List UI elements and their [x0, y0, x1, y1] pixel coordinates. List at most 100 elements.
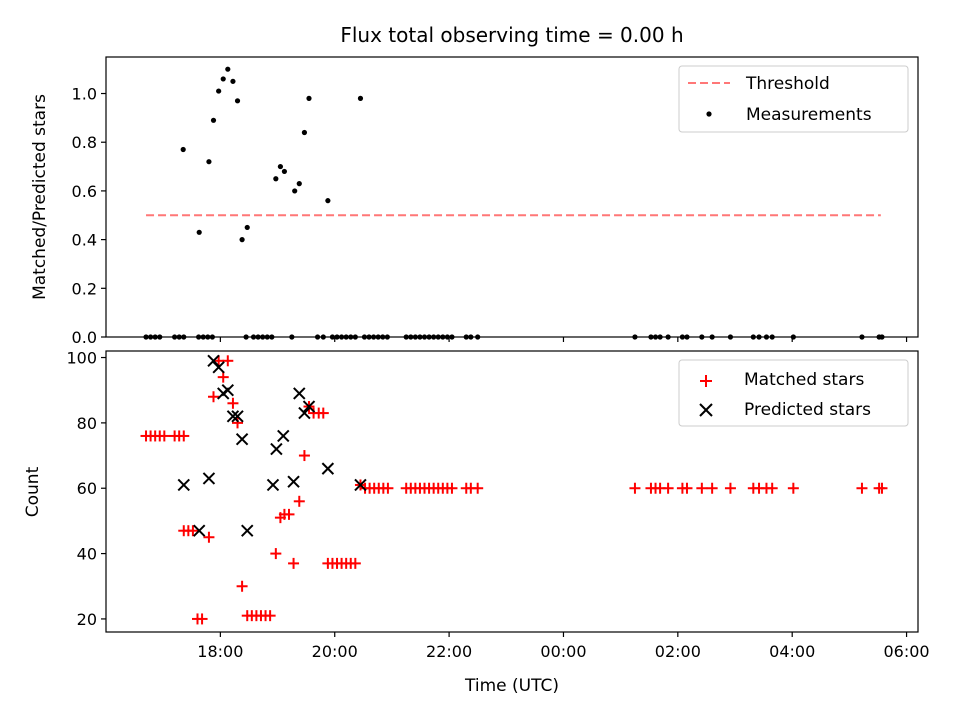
measurement-point — [306, 95, 312, 101]
matched-star-point — [222, 355, 234, 367]
measurement-point — [281, 168, 288, 175]
matched-star-point — [317, 407, 329, 419]
measurement-point — [216, 88, 222, 94]
top-legend-box — [678, 65, 909, 133]
top-y-tick-label: 0.4 — [72, 231, 97, 250]
measurement-point — [277, 163, 284, 170]
bottom-x-tick-label: 06:00 — [884, 642, 930, 661]
matched-star-point — [217, 371, 229, 383]
matched-star-point — [876, 482, 888, 494]
legend-measurements-swatch — [706, 111, 712, 117]
bottom-x-tick-label: 02:00 — [655, 642, 701, 661]
matched-star-point — [298, 450, 310, 462]
matched-star-point — [264, 610, 276, 622]
predicted-star-point — [270, 442, 283, 456]
matched-star-point — [196, 613, 208, 625]
predicted-star-point — [193, 524, 206, 537]
predicted-star-point — [241, 524, 254, 537]
matched-star-point — [288, 557, 300, 569]
measurement-point — [206, 159, 212, 165]
top-y-axis-label: Matched/Predicted stars — [30, 94, 50, 300]
matched-star-point — [178, 430, 190, 442]
measurement-point — [292, 188, 298, 194]
legend-threshold-label: Threshold — [745, 74, 830, 94]
measurement-point — [234, 98, 241, 104]
predicted-star-point — [321, 462, 335, 475]
bottom-y-tick-label: 100 — [66, 349, 97, 368]
matched-star-point — [724, 482, 736, 494]
legend-predicted-label: Predicted stars — [744, 400, 871, 420]
measurement-point — [357, 95, 364, 101]
matched-star-point — [227, 397, 239, 409]
legend-matched-label: Matched stars — [744, 370, 864, 390]
measurement-point — [180, 146, 186, 153]
matched-star-point — [270, 548, 282, 560]
measurement-point — [239, 237, 245, 243]
measurement-point — [220, 76, 226, 82]
predicted-star-point — [221, 384, 235, 397]
matched-star-point — [236, 580, 248, 592]
predicted-star-point — [293, 387, 306, 400]
measurement-point — [296, 181, 302, 187]
top-y-tick-label: 1.0 — [72, 85, 97, 104]
matched-star-point — [766, 482, 778, 494]
measurement-point — [196, 229, 202, 235]
top-y-tick-label: 0.8 — [72, 133, 97, 152]
predicted-star-point — [231, 410, 244, 423]
matched-star-point — [856, 482, 868, 494]
x-axis-label: Time (UTC) — [464, 676, 559, 696]
bottom-y-tick-label: 80 — [77, 414, 97, 433]
top-panel: 0.0 0.2 0.4 0.6 0.8 1.0 Matched/Predicted sta… — [30, 56, 919, 347]
bottom-x-tick-label: 18:00 — [197, 642, 243, 661]
predicted-star-point — [177, 478, 190, 492]
matched-star-point — [706, 482, 718, 494]
bottom-y-tick-label: 40 — [77, 545, 97, 564]
predicted-star-point — [212, 361, 225, 374]
predicted-star-point — [226, 410, 240, 423]
matched-star-point — [187, 525, 199, 537]
matched-star-point — [787, 482, 799, 494]
matched-star-point — [629, 482, 641, 494]
measurement-point — [273, 176, 279, 182]
measurement-point — [244, 224, 250, 231]
predicted-star-point — [354, 478, 367, 492]
predicted-star-point — [202, 472, 216, 485]
bottom-legend-box — [678, 359, 909, 427]
bottom-axes-frame — [105, 350, 919, 633]
matched-star-point — [472, 482, 484, 494]
bottom-y-tick-label: 60 — [77, 479, 97, 498]
predicted-star-point — [287, 475, 300, 488]
top-y-tick-label: 0.6 — [72, 182, 97, 201]
chart-title: Flux total observing time = 0.00 h — [340, 23, 683, 47]
top-y-tick-label: 0.0 — [72, 328, 97, 347]
top-legend: Threshold Measurements — [678, 65, 909, 133]
legend-matched-swatch — [700, 375, 712, 387]
matched-star-point — [293, 495, 305, 507]
matched-star-point — [681, 482, 693, 494]
matched-star-point — [349, 557, 361, 569]
matched-star-point — [696, 482, 708, 494]
predicted-star-point — [298, 406, 311, 420]
predicted-star-point — [266, 478, 280, 492]
bottom-x-tick-label: 20:00 — [312, 642, 358, 661]
legend-measurements-label: Measurements — [746, 105, 872, 125]
matched-star-point — [662, 482, 674, 494]
measurement-point — [225, 66, 231, 72]
bottom-x-tick-label: 00:00 — [540, 642, 586, 661]
bottom-legend: Matched stars Predicted stars — [678, 359, 909, 427]
bottom-x-tick-label: 04:00 — [769, 642, 815, 661]
matched-star-point — [283, 508, 295, 520]
matched-star-point — [446, 482, 458, 494]
measurement-point — [210, 117, 217, 123]
legend-predicted-swatch — [699, 403, 713, 417]
bottom-x-tick-label: 22:00 — [426, 642, 472, 661]
bottom-plot-area: 20 40 60 80 100 18:00 20:00 22:00 00:00 02:00 04:0… — [66, 349, 929, 661]
bottom-y-axis-label: Count — [23, 466, 43, 517]
top-y-tick-label: 0.2 — [72, 279, 97, 298]
predicted-star-point — [302, 400, 316, 413]
top-axes-frame — [105, 56, 919, 338]
matched-star-point — [208, 391, 220, 403]
predicted-star-point — [235, 433, 249, 446]
matched-star-point — [203, 531, 215, 543]
